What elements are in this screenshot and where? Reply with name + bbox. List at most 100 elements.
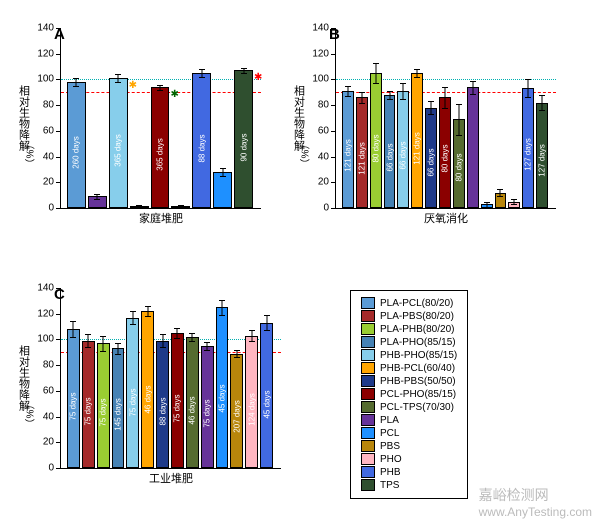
legend-label: PBS <box>380 441 400 452</box>
error-bar <box>207 342 208 350</box>
ytick-label: 120 <box>37 308 61 319</box>
bar-days-label: 88 days <box>197 134 206 162</box>
err-cap <box>428 101 434 102</box>
bar: 75 days <box>97 343 110 468</box>
err-cap <box>497 196 503 197</box>
err-cap <box>145 316 151 317</box>
panel-B: B020406080100120140相对生物降解（%）121 days121 … <box>335 28 556 209</box>
x-axis-label: 工业堆肥 <box>149 470 193 486</box>
legend: PLA-PCL(80/20)PLA-PBS(80/20)PLA-PHB(80/2… <box>350 290 468 499</box>
bar: 121 days <box>342 91 354 208</box>
legend-item: PLA-PBS(80/20) <box>361 310 457 322</box>
err-cap <box>160 334 166 335</box>
bar: 260 days <box>67 82 86 208</box>
error-bar <box>192 333 193 341</box>
ytick-label: 100 <box>37 334 61 345</box>
err-cap <box>345 86 351 87</box>
bar-days-label: 80 days <box>440 144 449 172</box>
legend-label: PHO <box>380 454 402 465</box>
error-bar <box>472 81 473 94</box>
err-cap <box>219 315 225 316</box>
bar: 80 days <box>370 73 382 208</box>
legend-item: PLA-PHO(85/15) <box>361 336 457 348</box>
bar-days-label: 75 days <box>69 393 78 421</box>
legend-item: PLA-PCL(80/20) <box>361 297 457 309</box>
bar: 124 days <box>245 336 258 468</box>
legend-label: PHB-PHO(85/15) <box>380 350 457 361</box>
bar-days-label: 365 days <box>114 134 123 166</box>
bar-days-label: 121 days <box>357 142 366 174</box>
bar-days-label: 75 days <box>173 394 182 422</box>
legend-swatch <box>361 349 375 361</box>
error-bar <box>222 300 223 315</box>
err-cap <box>136 208 142 209</box>
bar: 145 days <box>112 348 125 468</box>
err-cap <box>234 357 240 358</box>
err-cap <box>525 97 531 98</box>
error-bar <box>236 350 237 358</box>
bar: 75 days <box>201 346 214 468</box>
ytick-label: 100 <box>312 74 336 85</box>
err-cap <box>115 354 121 355</box>
watermark-sub: www.AnyTesting.com <box>479 505 592 519</box>
err-cap <box>373 63 379 64</box>
err-cap <box>470 81 476 82</box>
bar <box>213 172 232 208</box>
err-cap <box>100 336 106 337</box>
bar: 45 days <box>216 307 229 468</box>
ytick-label: 80 <box>43 360 61 371</box>
error-bar <box>177 328 178 338</box>
ytick-label: 80 <box>43 100 61 111</box>
bar-days-label: 260 days <box>72 136 81 168</box>
legend-label: PLA-PCL(80/20) <box>380 298 453 309</box>
error-bar <box>431 101 432 114</box>
error-bar <box>403 83 404 98</box>
err-cap <box>85 334 91 335</box>
watermark: 嘉峪检测网www.AnyTesting.com <box>479 485 592 519</box>
y-axis-unit: （%） <box>22 140 37 169</box>
ytick-label: 20 <box>43 437 61 448</box>
bar: 365 days <box>109 78 128 208</box>
err-cap <box>264 315 270 316</box>
err-cap <box>115 74 121 75</box>
ytick-label: 120 <box>37 48 61 59</box>
ytick-label: 60 <box>318 125 336 136</box>
error-bar <box>458 104 459 135</box>
bar-days-label: 127 days <box>524 138 533 170</box>
err-cap <box>220 176 226 177</box>
error-bar <box>201 69 202 77</box>
err-cap <box>400 83 406 84</box>
bar: 66 days <box>384 95 396 208</box>
bar: 207 days <box>230 354 243 468</box>
err-cap <box>219 300 225 301</box>
err-cap <box>220 168 226 169</box>
y-axis-unit: （%） <box>22 400 37 429</box>
panel-C: C020406080100120140相对生物降解（%）75 days75 da… <box>60 288 281 469</box>
error-bar <box>417 69 418 77</box>
err-cap <box>241 68 247 69</box>
bar: 46 days <box>186 337 199 468</box>
error-bar <box>347 86 348 96</box>
legend-label: PCL <box>380 428 399 439</box>
bar: 121 days <box>356 97 368 208</box>
err-cap <box>73 86 79 87</box>
bar: 46 days <box>141 311 154 468</box>
ytick-label: 40 <box>43 151 61 162</box>
legend-swatch <box>361 466 375 478</box>
err-cap <box>241 73 247 74</box>
legend-swatch <box>361 401 375 413</box>
legend-swatch <box>361 336 375 348</box>
chart: 020406080100120140相对生物降解（%）75 days75 day… <box>60 288 281 469</box>
err-cap <box>157 85 163 86</box>
bar-days-label: 66 days <box>399 142 408 170</box>
bar: 75 days <box>126 318 139 468</box>
bar-days-label: 45 days <box>217 384 226 412</box>
ytick-label: 0 <box>48 203 61 214</box>
bar: 88 days <box>156 341 169 468</box>
err-cap <box>174 338 180 339</box>
bar-days-label: 127 days <box>538 144 547 176</box>
err-cap <box>428 114 434 115</box>
bar: 88 days <box>192 73 211 208</box>
err-cap <box>249 341 255 342</box>
legend-label: PLA-PHO(85/15) <box>380 337 456 348</box>
